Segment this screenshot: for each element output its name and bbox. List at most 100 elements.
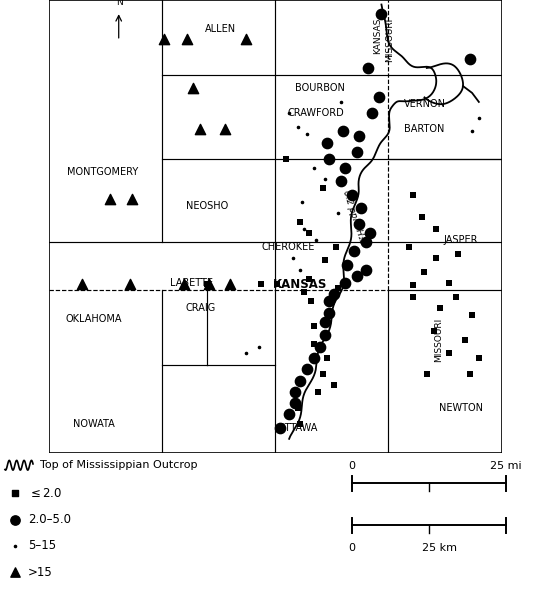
Point [314, 387, 322, 397]
Point [273, 280, 282, 289]
Point [309, 353, 318, 362]
Point [257, 280, 266, 289]
Point [302, 129, 311, 139]
Point [445, 278, 454, 288]
Point [293, 403, 302, 413]
Point [241, 34, 250, 43]
Point [202, 280, 211, 289]
Point [125, 280, 134, 289]
Point [354, 220, 363, 229]
Point [348, 190, 356, 200]
Point [422, 369, 431, 379]
Text: NOWATA: NOWATA [73, 419, 115, 428]
Point [336, 97, 345, 107]
Text: KANSAS: KANSAS [273, 278, 327, 291]
Text: 5–15: 5–15 [28, 539, 56, 552]
Point [295, 265, 304, 274]
Point [305, 229, 314, 238]
Text: MISSOURI: MISSOURI [384, 18, 394, 62]
Point [311, 235, 320, 245]
Text: LABETTE: LABETTE [170, 278, 213, 288]
Point [226, 280, 234, 289]
Point [309, 163, 318, 172]
Point [436, 303, 445, 313]
Point [182, 34, 191, 43]
Point [241, 349, 250, 358]
Point [325, 154, 334, 163]
Point [298, 197, 306, 206]
Point [475, 353, 483, 362]
Point [291, 398, 300, 408]
Point [307, 296, 316, 306]
Point [375, 92, 383, 102]
Point [468, 310, 476, 320]
Point [409, 190, 417, 200]
Point [105, 194, 114, 204]
Point [343, 260, 352, 270]
Text: ALLEN: ALLEN [205, 25, 236, 34]
Point [321, 174, 329, 184]
Point [361, 265, 370, 274]
Point [465, 369, 474, 379]
Point [461, 335, 470, 344]
Point [329, 290, 338, 299]
Point [445, 349, 454, 358]
Text: 0: 0 [349, 543, 355, 553]
Point [291, 387, 300, 397]
Text: CRAIG: CRAIG [185, 303, 216, 313]
Point [189, 83, 198, 93]
Point [221, 124, 229, 134]
Text: VERNON: VERNON [404, 99, 446, 109]
Text: OKLAHOMA: OKLAHOMA [65, 314, 122, 325]
Point [334, 208, 343, 218]
Point [431, 224, 440, 233]
Text: JASPER: JASPER [443, 235, 478, 245]
Text: N: N [116, 0, 123, 7]
Text: CHEROKEE: CHEROKEE [262, 242, 315, 252]
Point [275, 423, 284, 433]
Point [323, 353, 332, 362]
Text: >15: >15 [28, 565, 53, 578]
Text: MISSOURI: MISSOURI [434, 317, 443, 362]
Point [255, 342, 263, 352]
Text: NEWTON: NEWTON [439, 403, 483, 413]
Point [180, 280, 189, 289]
Point [341, 163, 350, 172]
Point [10, 541, 19, 551]
Point [160, 34, 168, 43]
Text: BOURBON: BOURBON [295, 83, 345, 94]
Point [10, 488, 19, 498]
Point [300, 224, 309, 233]
Point [409, 281, 417, 290]
Point [316, 342, 324, 352]
Point [336, 176, 345, 186]
Point [309, 322, 318, 331]
Point [409, 292, 417, 302]
Text: CRAWFORD: CRAWFORD [288, 108, 344, 118]
Point [323, 138, 332, 148]
Point [334, 283, 343, 292]
Point [356, 203, 365, 213]
Point [350, 247, 359, 256]
Point [295, 419, 304, 428]
Point [468, 127, 476, 136]
Point [352, 147, 361, 157]
Point [339, 127, 348, 136]
Point [10, 567, 19, 577]
Point [289, 253, 298, 263]
Text: NEOSHO: NEOSHO [186, 201, 228, 211]
Point [420, 267, 429, 277]
Text: KANSAS: KANSAS [373, 18, 382, 55]
Point [10, 515, 19, 524]
Text: 0.2 ppm H₂S: 0.2 ppm H₂S [341, 189, 367, 245]
Text: BARTON: BARTON [404, 124, 445, 134]
Point [404, 242, 413, 251]
Point [300, 287, 309, 297]
Point [321, 331, 329, 340]
Point [465, 54, 474, 64]
Point [318, 183, 327, 193]
Text: 2.0–5.0: 2.0–5.0 [28, 513, 71, 526]
Point [196, 124, 205, 134]
Point [368, 109, 377, 118]
Point [128, 194, 137, 204]
